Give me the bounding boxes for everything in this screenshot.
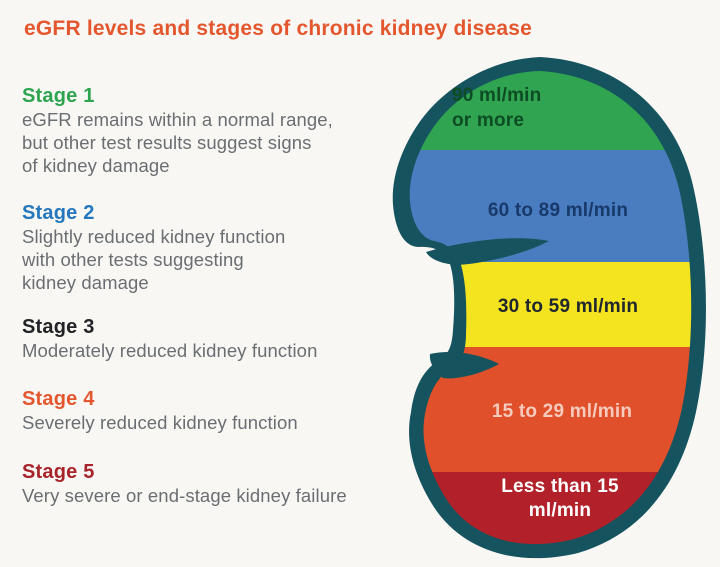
band-label-line: 90 ml/min bbox=[452, 85, 542, 106]
band-label-less-than-15: Less than 15 ml/min bbox=[470, 475, 650, 523]
stage-1-section: Stage 1 eGFR remains within a normal ran… bbox=[22, 84, 333, 177]
band-label-60-89: 60 to 89 ml/min bbox=[487, 200, 629, 221]
stage-2-heading: Stage 2 bbox=[22, 202, 95, 224]
band-label-line: Less than 15 bbox=[501, 476, 619, 497]
stage-4-description-line: Severely reduced kidney function bbox=[22, 412, 298, 433]
stage-1-description-line: eGFR remains within a normal range, bbox=[22, 109, 333, 130]
band-label-line: ml/min bbox=[528, 500, 592, 521]
stage-5-section: Stage 5 Very severe or end-stage kidney … bbox=[22, 460, 347, 507]
hilum-lower-cusp bbox=[429, 352, 499, 379]
band-label-15-29: 15 to 29 ml/min bbox=[491, 401, 633, 422]
hilum-upper-cusp bbox=[426, 238, 549, 265]
band-label-line: or more bbox=[452, 110, 525, 131]
stage-2-description-line: with other tests suggesting bbox=[22, 249, 244, 270]
stage-1-heading: Stage 1 bbox=[22, 85, 95, 107]
page-title: eGFR levels and stages of chronic kidney… bbox=[24, 17, 532, 40]
stage-5-description-line: Very severe or end-stage kidney failure bbox=[22, 485, 347, 506]
band-label-30-59: 30 to 59 ml/min bbox=[497, 296, 639, 317]
stage-4-heading: Stage 4 bbox=[22, 388, 95, 410]
band-stage2-blue bbox=[409, 150, 692, 262]
stage-4-section: Stage 4 Severely reduced kidney function bbox=[22, 387, 298, 434]
stage-2-description-line: kidney damage bbox=[22, 272, 149, 293]
stage-2-section: Stage 2 Slightly reduced kidney function… bbox=[22, 201, 285, 294]
stage-1-description-line: but other test results suggest signs bbox=[22, 132, 312, 153]
band-label-90-or-more: 90 ml/min or more bbox=[452, 83, 541, 133]
stage-3-section: Stage 3 Moderately reduced kidney functi… bbox=[22, 315, 317, 362]
stage-5-heading: Stage 5 bbox=[22, 461, 95, 483]
stage-2-description-line: Slightly reduced kidney function bbox=[22, 226, 286, 247]
stage-3-description-line: Moderately reduced kidney function bbox=[22, 340, 318, 361]
stage-3-heading: Stage 3 bbox=[22, 316, 95, 338]
stage-1-description-line: of kidney damage bbox=[22, 155, 170, 176]
